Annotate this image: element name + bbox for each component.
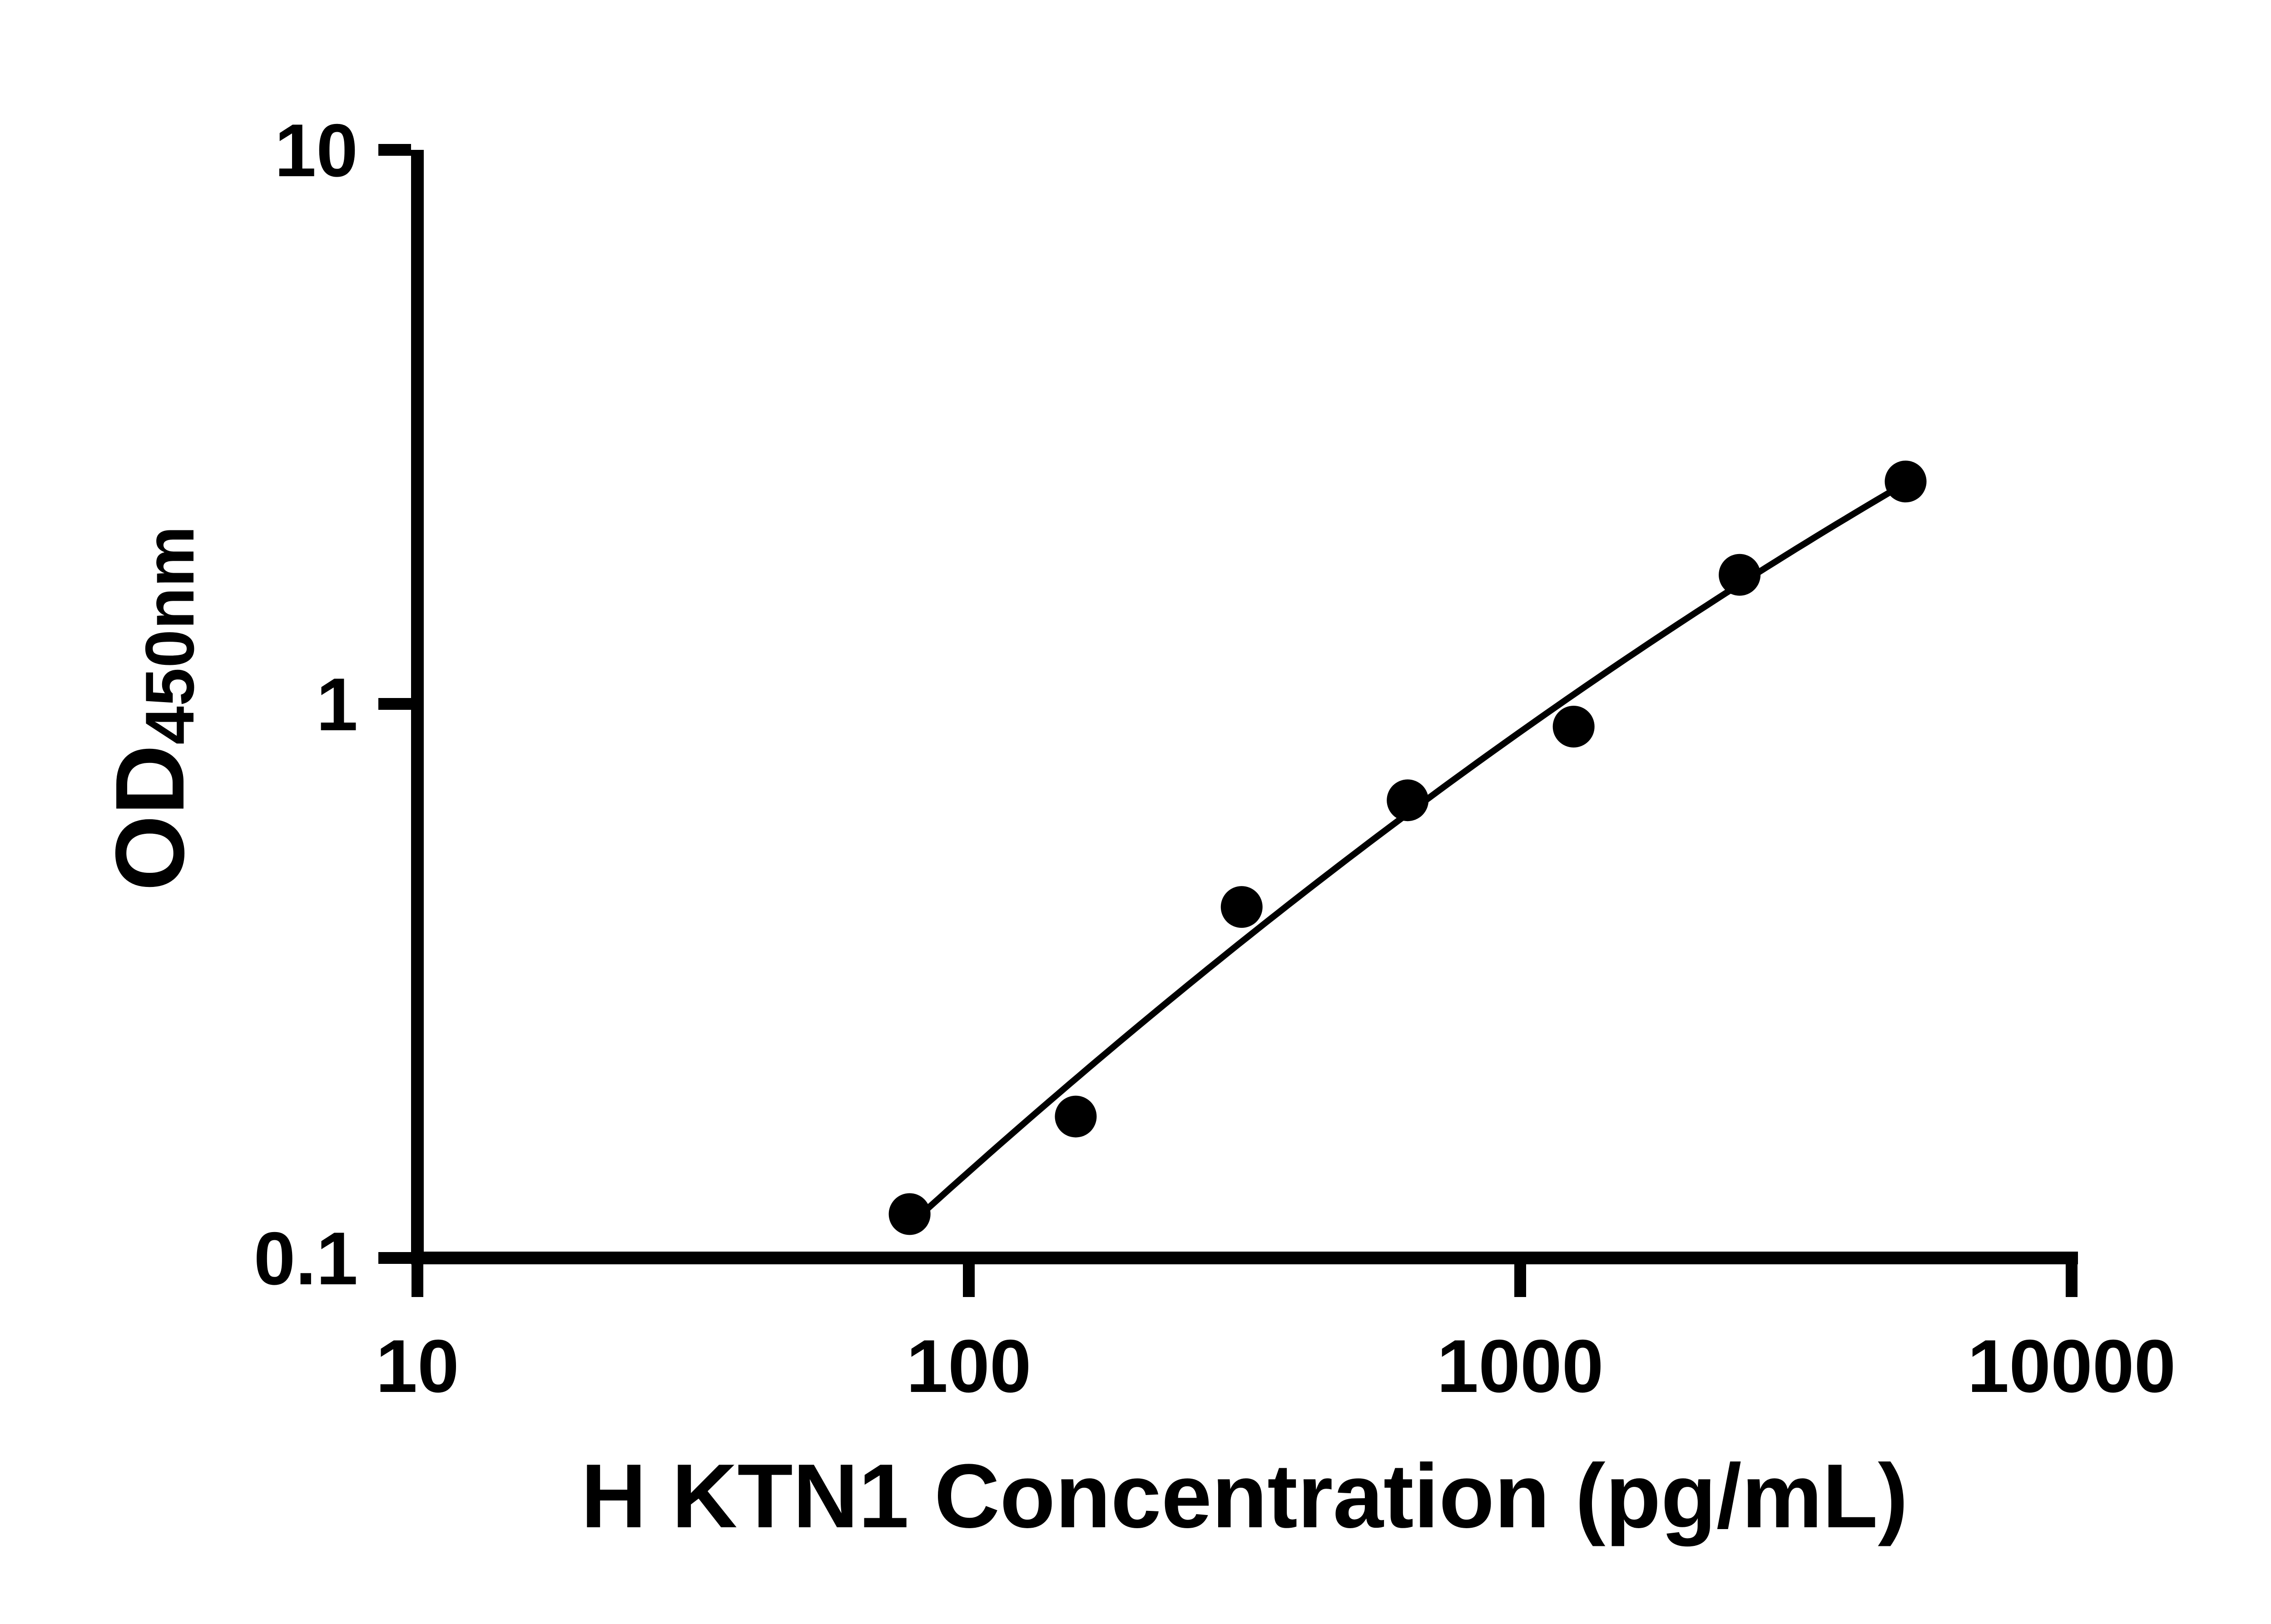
x-axis-title: H KTN1 Concentration (pg/mL): [580, 1446, 1909, 1547]
data-point: [1719, 554, 1761, 596]
y-tick-label: 1: [316, 663, 358, 746]
x-tick-label: 100: [906, 1324, 1031, 1408]
y-tick-label: 10: [274, 109, 358, 192]
data-point: [1220, 886, 1263, 928]
data-point: [1387, 779, 1429, 822]
data-point: [1884, 460, 1927, 503]
y-axis-title-subscript: 450nm: [131, 525, 208, 745]
data-point: [1055, 1095, 1097, 1138]
x-tick-label: 1000: [1437, 1324, 1603, 1408]
y-axis-title: OD450nm: [94, 525, 208, 891]
x-tick-label: 10: [376, 1324, 459, 1408]
y-axis-title-main: OD: [95, 744, 204, 891]
data-point: [1552, 705, 1595, 748]
data-point: [888, 1193, 931, 1235]
y-tick-label: 0.1: [254, 1217, 358, 1300]
x-tick-label: 10000: [1968, 1324, 2176, 1408]
